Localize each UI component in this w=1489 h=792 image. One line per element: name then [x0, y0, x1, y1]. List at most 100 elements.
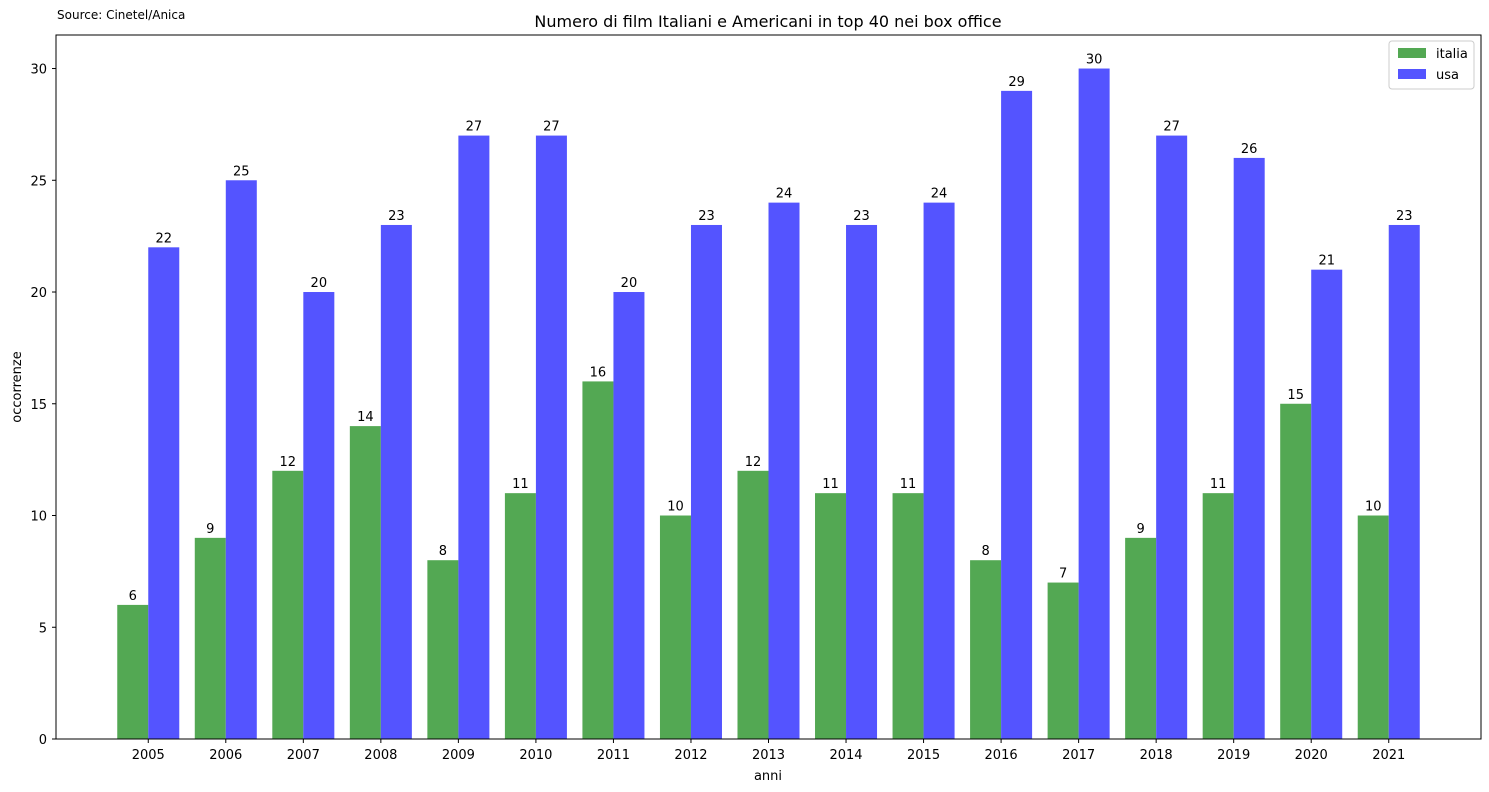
x-tick-label: 2009 [442, 748, 475, 763]
bar-usa-2019 [1233, 157, 1265, 739]
x-tick-label: 2010 [519, 748, 552, 763]
y-tick-label: 0 [39, 733, 47, 748]
bar-usa-2005 [148, 247, 180, 740]
data-label-italia-2008: 14 [357, 410, 374, 425]
x-tick-label: 2006 [209, 748, 242, 763]
data-label-usa-2017: 30 [1086, 53, 1103, 68]
data-label-italia-2021: 10 [1365, 500, 1382, 515]
y-tick-label: 10 [30, 510, 47, 525]
data-label-italia-2016: 8 [981, 544, 989, 559]
bar-usa-2006 [225, 180, 257, 739]
bar-usa-2012 [690, 224, 722, 739]
data-label-italia-2013: 12 [745, 455, 762, 470]
y-tick-label: 5 [39, 621, 47, 636]
bar-usa-2007 [303, 292, 335, 739]
x-tick-label: 2007 [287, 748, 320, 763]
bar-italia-2010 [504, 493, 536, 739]
legend: italia usa [1388, 40, 1475, 90]
data-label-usa-2005: 22 [155, 231, 172, 246]
data-label-usa-2015: 24 [931, 187, 948, 202]
x-tick-label: 2008 [364, 748, 397, 763]
y-tick-label: 30 [30, 63, 47, 78]
y-tick-label: 25 [30, 174, 47, 189]
data-label-usa-2011: 20 [621, 276, 638, 291]
legend-swatch-italia [1398, 48, 1426, 58]
bar-usa-2011 [613, 292, 645, 739]
bar-usa-2021 [1388, 224, 1420, 739]
data-label-usa-2021: 23 [1396, 209, 1413, 224]
bar-italia-2011 [582, 381, 614, 739]
y-tick-label: 20 [30, 286, 47, 301]
x-tick-label: 2014 [829, 748, 862, 763]
bar-italia-2009 [427, 560, 459, 739]
x-tick-label: 2015 [907, 748, 940, 763]
data-label-usa-2016: 29 [1008, 75, 1025, 90]
plot-area: 6 9 12 14 8 11 16 10 12 11 11 8 7 9 11 15 10 22 25 20 23 27 27… [30, 34, 1482, 763]
bar-italia-2019 [1202, 493, 1234, 739]
bar-usa-2020 [1311, 269, 1343, 739]
source-note: Source: Cinetel/Anica [57, 8, 186, 22]
bar-usa-2013 [768, 202, 800, 740]
legend-label-usa: usa [1436, 68, 1459, 83]
x-tick-label: 2017 [1062, 748, 1095, 763]
bar-italia-2017 [1047, 582, 1079, 739]
bar-usa-2008 [380, 224, 412, 739]
data-label-italia-2010: 11 [512, 477, 529, 492]
data-label-usa-2012: 23 [698, 209, 715, 224]
data-label-italia-2006: 9 [206, 522, 214, 537]
x-axis-label: anni [754, 769, 782, 784]
bar-italia-2005 [117, 604, 149, 739]
bar-usa-2010 [535, 135, 567, 740]
data-label-usa-2019: 26 [1241, 142, 1258, 157]
bar-italia-2007 [272, 470, 304, 739]
bar-usa-2014 [846, 224, 878, 739]
bar-italia-2020 [1280, 403, 1312, 739]
x-tick-label: 2012 [674, 748, 707, 763]
bar-italia-2018 [1125, 537, 1157, 739]
data-label-italia-2009: 8 [439, 544, 447, 559]
x-tick-label: 2018 [1140, 748, 1173, 763]
x-tick-label: 2016 [985, 748, 1018, 763]
bar-usa-2009 [458, 135, 490, 740]
data-label-italia-2014: 11 [822, 477, 839, 492]
bar-italia-2008 [349, 426, 381, 739]
data-label-usa-2008: 23 [388, 209, 405, 224]
x-tick-label: 2019 [1217, 748, 1250, 763]
bar-italia-2012 [659, 515, 691, 739]
data-label-usa-2020: 21 [1318, 254, 1335, 269]
data-label-usa-2010: 27 [543, 120, 560, 135]
data-label-usa-2013: 24 [776, 187, 793, 202]
data-label-italia-2005: 6 [129, 589, 137, 604]
data-label-italia-2007: 12 [280, 455, 297, 470]
bar-usa-2015 [923, 202, 955, 740]
bar-italia-2013 [737, 470, 769, 739]
data-label-italia-2020: 15 [1287, 388, 1304, 403]
bar-italia-2015 [892, 493, 924, 739]
bar-usa-2017 [1078, 68, 1110, 740]
bar-italia-2006 [194, 537, 226, 739]
data-label-usa-2018: 27 [1163, 120, 1180, 135]
x-tick-label: 2011 [597, 748, 630, 763]
legend-label-italia: italia [1436, 47, 1468, 62]
x-tick-label: 2020 [1295, 748, 1328, 763]
data-label-usa-2006: 25 [233, 164, 250, 179]
chart-title: Numero di film Italiani e Americani in t… [534, 12, 1001, 31]
data-label-italia-2015: 11 [900, 477, 917, 492]
y-axis-label: occorrenze [10, 351, 25, 422]
data-label-usa-2009: 27 [466, 120, 483, 135]
data-label-italia-2011: 16 [590, 365, 607, 380]
bar-usa-2016 [1001, 90, 1033, 739]
data-label-italia-2019: 11 [1210, 477, 1227, 492]
data-label-italia-2018: 9 [1137, 522, 1145, 537]
bar-italia-2021 [1357, 515, 1389, 739]
data-label-usa-2014: 23 [853, 209, 870, 224]
data-label-italia-2012: 10 [667, 500, 684, 515]
bar-usa-2018 [1156, 135, 1188, 740]
bar-italia-2014 [815, 493, 847, 739]
bar-italia-2016 [970, 560, 1002, 739]
y-tick-label: 15 [30, 398, 47, 413]
x-tick-label: 2021 [1372, 748, 1405, 763]
x-tick-label: 2005 [132, 748, 165, 763]
legend-swatch-usa [1398, 69, 1426, 79]
